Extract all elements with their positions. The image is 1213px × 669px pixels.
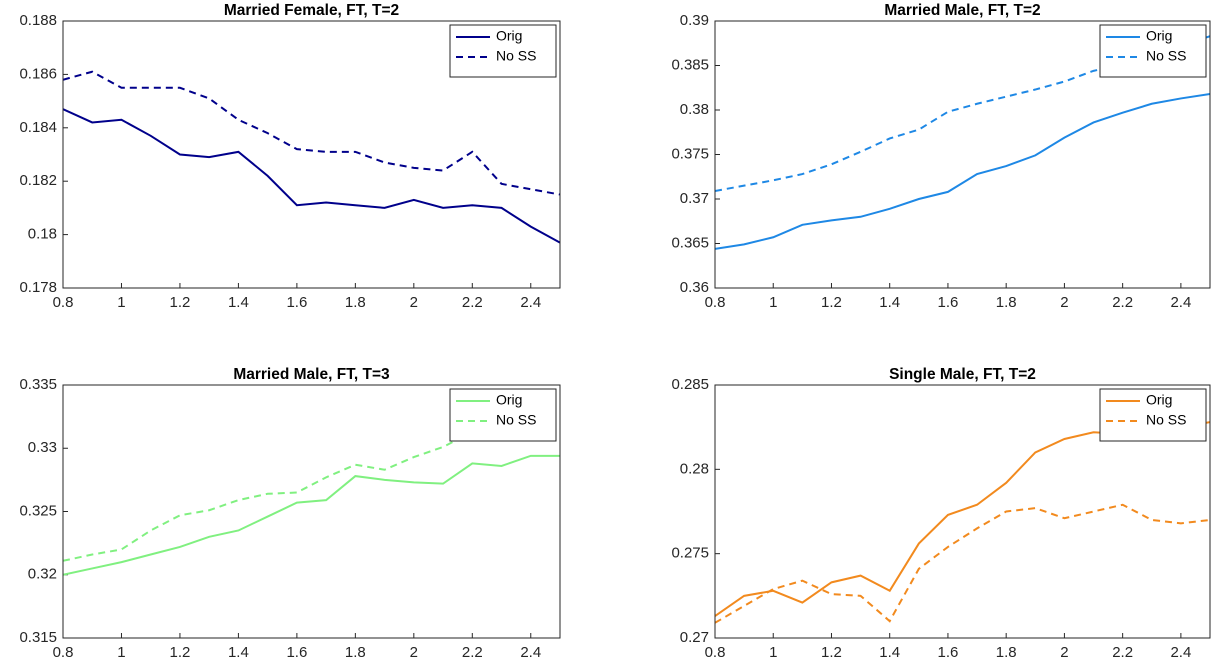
x-tick-label: 1.2 — [170, 294, 191, 311]
x-tick-label: 2.2 — [462, 644, 483, 661]
legend-label: No SS — [496, 412, 536, 428]
x-tick-label: 2.2 — [462, 294, 483, 311]
x-tick-label: 2.2 — [1112, 644, 1133, 661]
x-tick-label: 1.2 — [821, 294, 842, 311]
line-series — [63, 108, 560, 244]
chart-title: Single Male, FT, T=2 — [889, 366, 1036, 383]
x-tick-label: 2 — [410, 644, 418, 661]
x-tick-label: 1.6 — [938, 294, 959, 311]
x-tick-label: 1 — [769, 644, 777, 661]
y-tick-label: 0.375 — [671, 145, 709, 162]
legend-box — [449, 24, 557, 78]
y-tick-label: 0.385 — [671, 56, 709, 73]
legend-box — [1099, 24, 1207, 78]
axes-frame — [714, 20, 1211, 289]
y-tick-label: 0.188 — [19, 12, 57, 29]
y-tick-label: 0.178 — [19, 279, 57, 296]
y-tick-label: 0.285 — [671, 376, 709, 393]
x-tick-label: 1.8 — [996, 294, 1017, 311]
y-tick-label: 0.365 — [671, 234, 709, 251]
x-tick-label: 2.4 — [520, 294, 541, 311]
y-tick-label: 0.18 — [28, 226, 57, 243]
x-tick-label: 1.4 — [228, 644, 249, 661]
line-series — [715, 92, 1210, 250]
subplot: Single Male, FT, T=2 0.8 1 1.2 1.4 1.6 1.8 2 2.2… — [671, 366, 1211, 661]
x-tick-label: 1.4 — [228, 294, 249, 311]
x-tick-label: 0.8 — [705, 644, 726, 661]
legend-label: No SS — [496, 48, 536, 64]
y-tick-label: 0.335 — [19, 376, 57, 393]
x-tick-label: 2.4 — [1170, 294, 1191, 311]
x-tick-label: 1.8 — [996, 644, 1017, 661]
chart-title: Married Female, FT, T=2 — [224, 2, 399, 19]
x-tick-label: 1.6 — [286, 294, 307, 311]
legend-label: Orig — [1146, 28, 1172, 44]
y-tick-label: 0.36 — [680, 279, 709, 296]
legend-label: Orig — [496, 392, 522, 408]
x-tick-label: 1.4 — [879, 644, 900, 661]
y-tick-label: 0.325 — [19, 502, 57, 519]
legend-label: No SS — [1146, 412, 1186, 428]
y-tick-label: 0.32 — [28, 566, 57, 583]
y-tick-label: 0.184 — [19, 119, 57, 136]
x-tick-label: 2.4 — [520, 644, 541, 661]
line-series — [63, 70, 560, 196]
y-tick-label: 0.315 — [19, 629, 57, 646]
line-series — [63, 409, 560, 562]
x-tick-label: 0.8 — [53, 294, 74, 311]
chart-title: Married Male, FT, T=2 — [884, 2, 1040, 19]
x-tick-label: 2 — [1060, 644, 1068, 661]
x-tick-label: 2 — [1060, 294, 1068, 311]
x-tick-label: 1.2 — [170, 644, 191, 661]
axes-frame — [62, 384, 561, 639]
x-tick-label: 0.8 — [705, 294, 726, 311]
y-tick-label: 0.37 — [680, 190, 709, 207]
x-tick-label: 0.8 — [53, 644, 74, 661]
x-tick-label: 1 — [117, 644, 125, 661]
x-tick-label: 1.6 — [286, 644, 307, 661]
x-tick-label: 2.4 — [1170, 644, 1191, 661]
y-tick-label: 0.33 — [28, 439, 57, 456]
x-tick-label: 1.6 — [938, 644, 959, 661]
y-tick-label: 0.186 — [19, 65, 57, 82]
x-tick-label: 1.8 — [345, 294, 366, 311]
y-tick-label: 0.38 — [680, 101, 709, 118]
subplot: Married Male, FT, T=3 0.8 1 1.2 1.4 1.6 1.8 2 2.… — [19, 366, 561, 661]
legend-box — [1099, 388, 1207, 442]
axes-frame — [62, 20, 561, 289]
legend-label: Orig — [496, 28, 522, 44]
axes-frame — [714, 384, 1211, 639]
legend-label: No SS — [1146, 48, 1186, 64]
x-tick-label: 2.2 — [1112, 294, 1133, 311]
legend-label: Orig — [1146, 392, 1172, 408]
subplot: Married Female, FT, T=2 0.8 1 1.2 1.4 1.6 1.8 2… — [19, 2, 561, 311]
x-tick-label: 1.8 — [345, 644, 366, 661]
x-tick-label: 1 — [769, 294, 777, 311]
line-series — [63, 454, 560, 576]
chart-title: Married Male, FT, T=3 — [233, 366, 390, 383]
x-tick-label: 1 — [117, 294, 125, 311]
y-tick-label: 0.39 — [680, 12, 709, 29]
x-tick-label: 1.2 — [821, 644, 842, 661]
y-tick-label: 0.28 — [680, 460, 709, 477]
x-tick-label: 2 — [410, 294, 418, 311]
legend-box — [449, 388, 557, 442]
x-tick-label: 1.4 — [879, 294, 900, 311]
subplot: Married Male, FT, T=2 0.8 1 1.2 1.4 1.6 1.8 2 2.… — [671, 2, 1211, 311]
y-tick-label: 0.182 — [19, 172, 57, 189]
y-tick-label: 0.275 — [671, 545, 709, 562]
y-tick-label: 0.27 — [680, 629, 709, 646]
